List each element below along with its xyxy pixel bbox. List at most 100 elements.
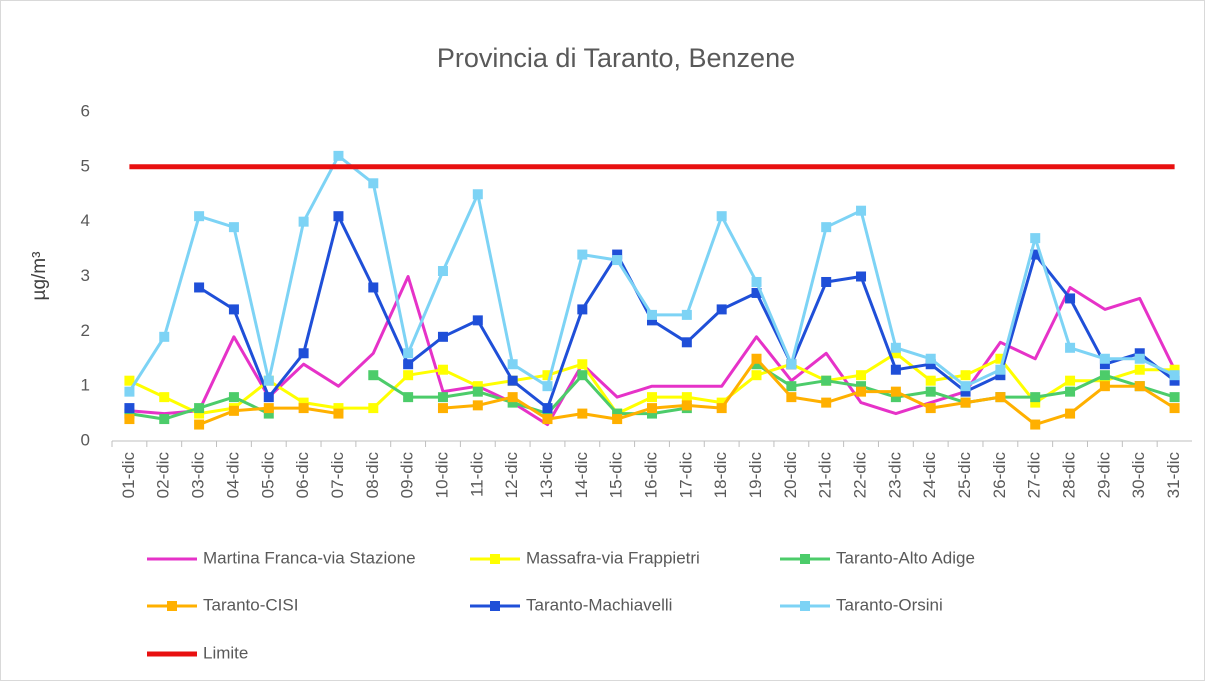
series-marker (1169, 364, 1180, 375)
x-tick-label: 13-dic (537, 452, 556, 499)
series-marker (995, 392, 1006, 403)
series-marker (472, 381, 483, 392)
x-tick-label: 18-dic (711, 452, 730, 499)
series-marker (751, 276, 762, 287)
series-marker (1065, 375, 1076, 386)
series-marker (507, 397, 518, 408)
series-marker (228, 405, 239, 416)
series-marker (856, 386, 867, 397)
series-marker (890, 392, 901, 403)
y-tick-label: 0 (81, 430, 90, 449)
series-marker (368, 370, 379, 381)
series-marker (1169, 370, 1180, 381)
series-marker (1169, 392, 1180, 403)
series-marker (1030, 419, 1041, 430)
series-marker (298, 348, 309, 359)
series-marker (124, 403, 135, 414)
series-marker (542, 381, 553, 392)
series-marker (403, 348, 414, 359)
series-marker (1134, 353, 1145, 364)
series-marker (751, 359, 762, 370)
series-marker (647, 403, 657, 414)
legend-label: Taranto-Alto Adige (836, 548, 975, 567)
series-marker (263, 375, 274, 386)
series-marker (925, 359, 936, 370)
x-tick-label: 03-dic (189, 452, 208, 499)
x-tick-label: 20-dic (781, 452, 800, 499)
series-marker (403, 370, 414, 381)
series-marker (507, 392, 518, 403)
series-marker (612, 255, 623, 266)
series-marker (194, 403, 205, 414)
legend-label: Limite (203, 643, 248, 662)
series-marker (124, 375, 135, 386)
x-tick-label: 14-dic (572, 452, 591, 499)
series-marker (577, 249, 588, 260)
series-marker (194, 419, 205, 430)
series-marker (1099, 353, 1110, 364)
x-tick-label: 05-dic (258, 452, 277, 499)
series-marker (647, 309, 657, 320)
series-marker (856, 205, 867, 216)
series-marker (472, 189, 483, 200)
x-tick-label: 26-dic (990, 452, 1009, 499)
series-marker (925, 403, 936, 414)
x-tick-label: 27-dic (1025, 452, 1044, 499)
series-marker (681, 309, 692, 320)
series-marker (437, 364, 448, 375)
x-tick-label: 30-dic (1129, 452, 1148, 499)
series-marker (612, 414, 623, 425)
series-marker (995, 353, 1006, 364)
series-marker (507, 375, 518, 386)
series-marker (647, 392, 657, 403)
series-marker (542, 414, 553, 425)
series-marker (437, 403, 448, 414)
series-marker (647, 315, 657, 326)
series-marker (542, 403, 553, 414)
series-marker (194, 211, 205, 222)
series-marker (960, 381, 971, 392)
series-marker (124, 386, 135, 397)
x-tick-label: 17-dic (676, 452, 695, 499)
series-marker (960, 370, 971, 381)
series-marker (577, 408, 588, 419)
series-marker (681, 400, 692, 411)
series-marker (368, 178, 379, 189)
legend-label: Taranto-Machiavelli (526, 595, 672, 614)
series-marker (333, 403, 344, 414)
legend-label: Massafra-via Frappietri (526, 548, 700, 567)
series-marker (786, 392, 797, 403)
x-tick-label: 04-dic (223, 452, 242, 499)
series-marker (821, 375, 832, 386)
series-marker (716, 211, 727, 222)
series-marker (542, 370, 553, 381)
series-marker (786, 359, 797, 370)
series-marker (925, 375, 936, 386)
series-marker (612, 408, 623, 419)
x-tick-label: 31-dic (1164, 452, 1183, 499)
series-marker (890, 342, 901, 353)
series-marker (1099, 359, 1110, 370)
series-marker (1065, 293, 1076, 304)
series-marker (437, 331, 448, 342)
series-marker (1169, 375, 1180, 386)
series-marker (298, 397, 309, 408)
series-marker (716, 397, 727, 408)
series-marker (263, 392, 274, 403)
series-marker (856, 271, 867, 282)
series-marker (437, 392, 448, 403)
series-marker (228, 304, 239, 315)
series-marker (1030, 392, 1041, 403)
x-tick-label: 25-dic (955, 452, 974, 499)
series-marker (821, 222, 832, 233)
series-marker (681, 392, 692, 403)
series-marker (124, 408, 135, 419)
legend-marker (800, 601, 810, 611)
series-marker (925, 386, 936, 397)
y-tick-label: 1 (81, 376, 90, 395)
series-marker (995, 364, 1006, 375)
y-axis-label: µg/m³ (29, 252, 50, 301)
series-marker (577, 359, 588, 370)
series-line (129, 275, 1176, 427)
